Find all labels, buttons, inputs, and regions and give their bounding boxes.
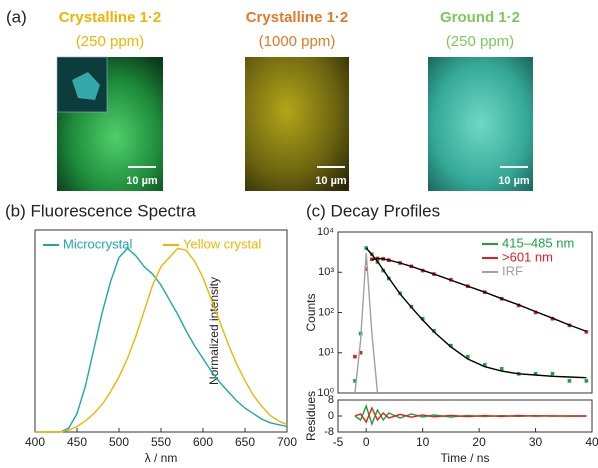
y-axis-label: Residues xyxy=(304,391,318,441)
legend-label: Yellow crystal xyxy=(183,236,261,251)
x-tick-label: 600 xyxy=(193,435,213,449)
image-subtitle: (250 ppm) xyxy=(76,33,144,50)
legend-label: IRF xyxy=(502,263,523,278)
micrograph xyxy=(245,57,349,191)
y-tick-label: 10⁴ xyxy=(317,226,334,238)
x-tick-label: 400 xyxy=(25,435,45,449)
plot-frame xyxy=(338,232,592,393)
micrograph xyxy=(428,57,533,191)
x-tick-label: 550 xyxy=(151,435,171,449)
x-axis-label: λ / nm xyxy=(145,451,178,465)
x-tick-label: 40 xyxy=(585,435,598,449)
data-line xyxy=(355,253,378,393)
x-axis-label: Time / ns xyxy=(441,451,490,465)
image-subtitle: (1000 ppm) xyxy=(259,33,336,50)
x-tick-label: 650 xyxy=(235,435,255,449)
data-line xyxy=(355,406,587,424)
y-tick-label: 10¹ xyxy=(318,347,334,359)
figure: (a) Crystalline 1·2 (250 ppm) Crystallin… xyxy=(0,0,598,468)
y-tick-label: -8 xyxy=(324,426,334,438)
data-point xyxy=(585,379,589,383)
scale-bar-label: 10 µm xyxy=(126,175,158,187)
x-tick-label: 20 xyxy=(472,435,486,449)
y-tick-label: 8 xyxy=(328,394,334,406)
image-title: Crystalline 1·2 xyxy=(59,9,162,26)
plot-frame xyxy=(35,230,287,432)
x-tick-label: 450 xyxy=(67,435,87,449)
data-point xyxy=(568,379,572,383)
scale-bar-label: 10 µm xyxy=(498,175,530,187)
chart-title: (c) Decay Profiles xyxy=(306,201,440,220)
data-line xyxy=(35,248,287,432)
panel-label: (a) xyxy=(6,7,27,26)
data-point xyxy=(353,355,357,359)
x-tick-label: 10 xyxy=(416,435,430,449)
image-title: Ground 1·2 xyxy=(440,9,520,26)
y-axis-label: Counts xyxy=(304,293,318,331)
data-point xyxy=(551,372,555,376)
data-line xyxy=(35,248,287,432)
chart-title: (b) Fluorescence Spectra xyxy=(5,201,196,220)
data-line xyxy=(366,248,586,378)
y-tick-label: 10² xyxy=(318,306,334,318)
x-tick-label: 700 xyxy=(277,435,297,449)
legend-label: >601 nm xyxy=(502,249,553,264)
x-tick-label: 500 xyxy=(109,435,129,449)
x-tick-label: 0 xyxy=(363,435,370,449)
y-tick-label: 0 xyxy=(328,410,334,422)
x-tick-label: 30 xyxy=(529,435,543,449)
scale-bar-label: 10 µm xyxy=(315,175,347,187)
data-point xyxy=(500,367,504,371)
image-subtitle: (250 ppm) xyxy=(446,33,514,50)
x-tick-label: -5 xyxy=(333,435,344,449)
y-tick-label: 10³ xyxy=(318,266,334,278)
legend-label: 415–485 nm xyxy=(502,235,574,250)
image-title: Crystalline 1·2 xyxy=(246,9,349,26)
legend-label: Microcrystal xyxy=(63,236,132,251)
